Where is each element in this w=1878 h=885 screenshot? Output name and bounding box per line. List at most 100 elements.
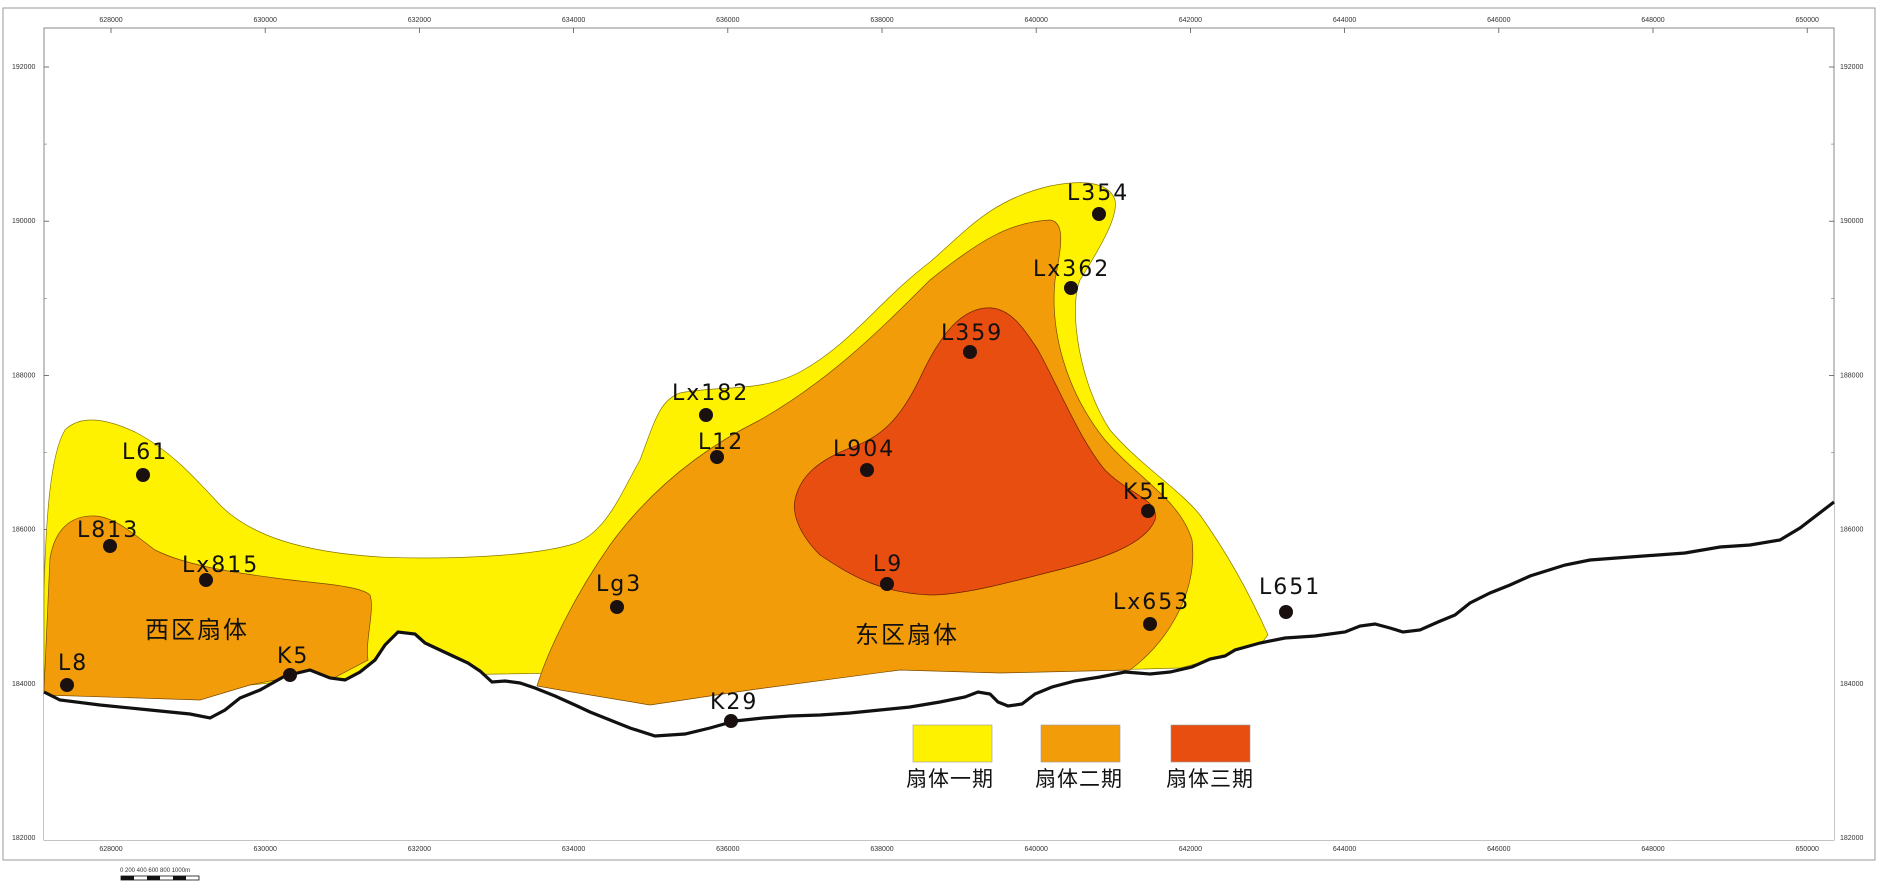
x-tick-label: 644000 — [1333, 846, 1356, 853]
well-label: L813 — [77, 518, 139, 543]
legend: 扇体一期 扇体二期 扇体三期 — [906, 724, 1254, 791]
well-Lx653[interactable]: Lx653 — [1113, 590, 1190, 631]
well-L354[interactable]: L354 — [1067, 181, 1129, 221]
well-label: Lx182 — [672, 381, 749, 406]
well-marker — [1141, 504, 1155, 518]
x-tick-label: 648000 — [1641, 17, 1664, 24]
well-label: L904 — [833, 437, 895, 462]
legend-label: 扇体二期 — [1035, 767, 1123, 791]
well-label: L354 — [1067, 181, 1129, 206]
legend-swatch — [1170, 724, 1251, 763]
y-tick-label: 188000 — [12, 372, 35, 379]
well-L651[interactable]: L651 — [1259, 575, 1321, 619]
well-marker — [199, 573, 213, 587]
y-tick-label: 192000 — [1840, 64, 1863, 71]
x-tick-label: 636000 — [716, 846, 739, 853]
x-tick-label: 640000 — [1025, 17, 1048, 24]
well-marker — [699, 408, 713, 422]
well-L813[interactable]: L813 — [77, 518, 139, 553]
legend-label: 扇体三期 — [1166, 767, 1254, 791]
x-tick-label: 632000 — [408, 846, 431, 853]
x-tick-label: 630000 — [254, 17, 277, 24]
well-marker — [860, 463, 874, 477]
x-tick-label: 644000 — [1333, 17, 1356, 24]
well-marker — [283, 668, 297, 682]
well-marker — [710, 450, 724, 464]
scale-bar-segment — [147, 876, 160, 880]
well-marker — [724, 714, 738, 728]
x-tick-label: 646000 — [1487, 17, 1510, 24]
well-L9[interactable]: L9 — [873, 552, 903, 591]
x-tick-label: 628000 — [99, 17, 122, 24]
fan-stage-2-west — [43, 515, 372, 701]
well-L359[interactable]: L359 — [941, 321, 1003, 359]
well-label: L359 — [941, 321, 1003, 346]
well-label: K29 — [710, 690, 758, 715]
y-tick-label: 186000 — [12, 527, 35, 534]
well-L61[interactable]: L61 — [122, 440, 168, 482]
y-tick-label: 182000 — [1840, 835, 1863, 842]
well-marker — [1279, 605, 1293, 619]
x-tick-label: 638000 — [870, 17, 893, 24]
well-L8[interactable]: L8 — [58, 651, 88, 692]
legend-item-stage-3: 扇体三期 — [1166, 724, 1254, 791]
well-K29[interactable]: K29 — [710, 690, 758, 728]
well-label: L12 — [698, 430, 744, 455]
y-tick-label: 192000 — [12, 64, 35, 71]
well-marker — [1092, 207, 1106, 221]
well-K5[interactable]: K5 — [277, 644, 309, 682]
well-marker — [610, 600, 624, 614]
legend-label: 扇体一期 — [906, 767, 994, 791]
y-tick-label: 190000 — [12, 218, 35, 225]
x-tick-label: 642000 — [1179, 17, 1202, 24]
scale-bar-text: 0 200 400 600 800 1000m — [120, 868, 190, 874]
well-Lg3[interactable]: Lg3 — [596, 572, 642, 614]
scale-bar-segment — [121, 876, 134, 880]
well-L12[interactable]: L12 — [698, 430, 744, 464]
x-tick-label: 636000 — [716, 17, 739, 24]
y-tick-label: 190000 — [1840, 218, 1863, 225]
legend-swatch — [912, 724, 993, 763]
well-marker — [1143, 617, 1157, 631]
scale-bar: 0 200 400 600 800 1000m — [120, 868, 200, 881]
y-axis-left: 192000 190000 188000 186000 184000 182000 — [12, 64, 49, 842]
well-label: L8 — [58, 651, 88, 676]
well-K51[interactable]: K51 — [1123, 480, 1171, 518]
well-L904[interactable]: L904 — [833, 437, 895, 477]
x-tick-label: 642000 — [1179, 846, 1202, 853]
x-tick-label: 648000 — [1641, 846, 1664, 853]
x-tick-label: 634000 — [562, 17, 585, 24]
well-marker — [136, 468, 150, 482]
well-marker — [1064, 281, 1078, 295]
x-tick-label: 628000 — [99, 846, 122, 853]
x-tick-label: 646000 — [1487, 846, 1510, 853]
well-Lx182[interactable]: Lx182 — [672, 381, 749, 422]
well-label: L61 — [122, 440, 168, 465]
y-tick-label: 184000 — [1840, 681, 1863, 688]
land-mask — [44, 502, 1834, 840]
well-label: L651 — [1259, 575, 1321, 600]
well-marker — [103, 539, 117, 553]
y-tick-label: 188000 — [1840, 372, 1863, 379]
outer-frame — [2, 7, 1876, 861]
well-Lx362[interactable]: Lx362 — [1033, 257, 1110, 295]
well-marker — [963, 345, 977, 359]
coastline — [43, 500, 1835, 738]
x-tick-label: 630000 — [254, 846, 277, 853]
well-label: Lx362 — [1033, 257, 1110, 282]
x-tick-label: 634000 — [562, 846, 585, 853]
region-label-west: 西区扇体 — [145, 616, 249, 644]
y-tick-label: 186000 — [1840, 527, 1863, 534]
well-Lx815[interactable]: Lx815 — [182, 553, 259, 587]
x-axis-top: 628000 630000 632000 634000 636000 638000 6400… — [99, 17, 1819, 33]
legend-item-stage-1: 扇体一期 — [906, 724, 994, 791]
x-tick-label: 640000 — [1025, 846, 1048, 853]
well-label: Lg3 — [596, 572, 642, 597]
x-tick-label: 650000 — [1796, 846, 1819, 853]
well-marker — [880, 577, 894, 591]
y-tick-label: 182000 — [12, 835, 35, 842]
well-label: Lx653 — [1113, 590, 1190, 615]
well-label: K51 — [1123, 480, 1171, 505]
well-label: K5 — [277, 644, 309, 669]
